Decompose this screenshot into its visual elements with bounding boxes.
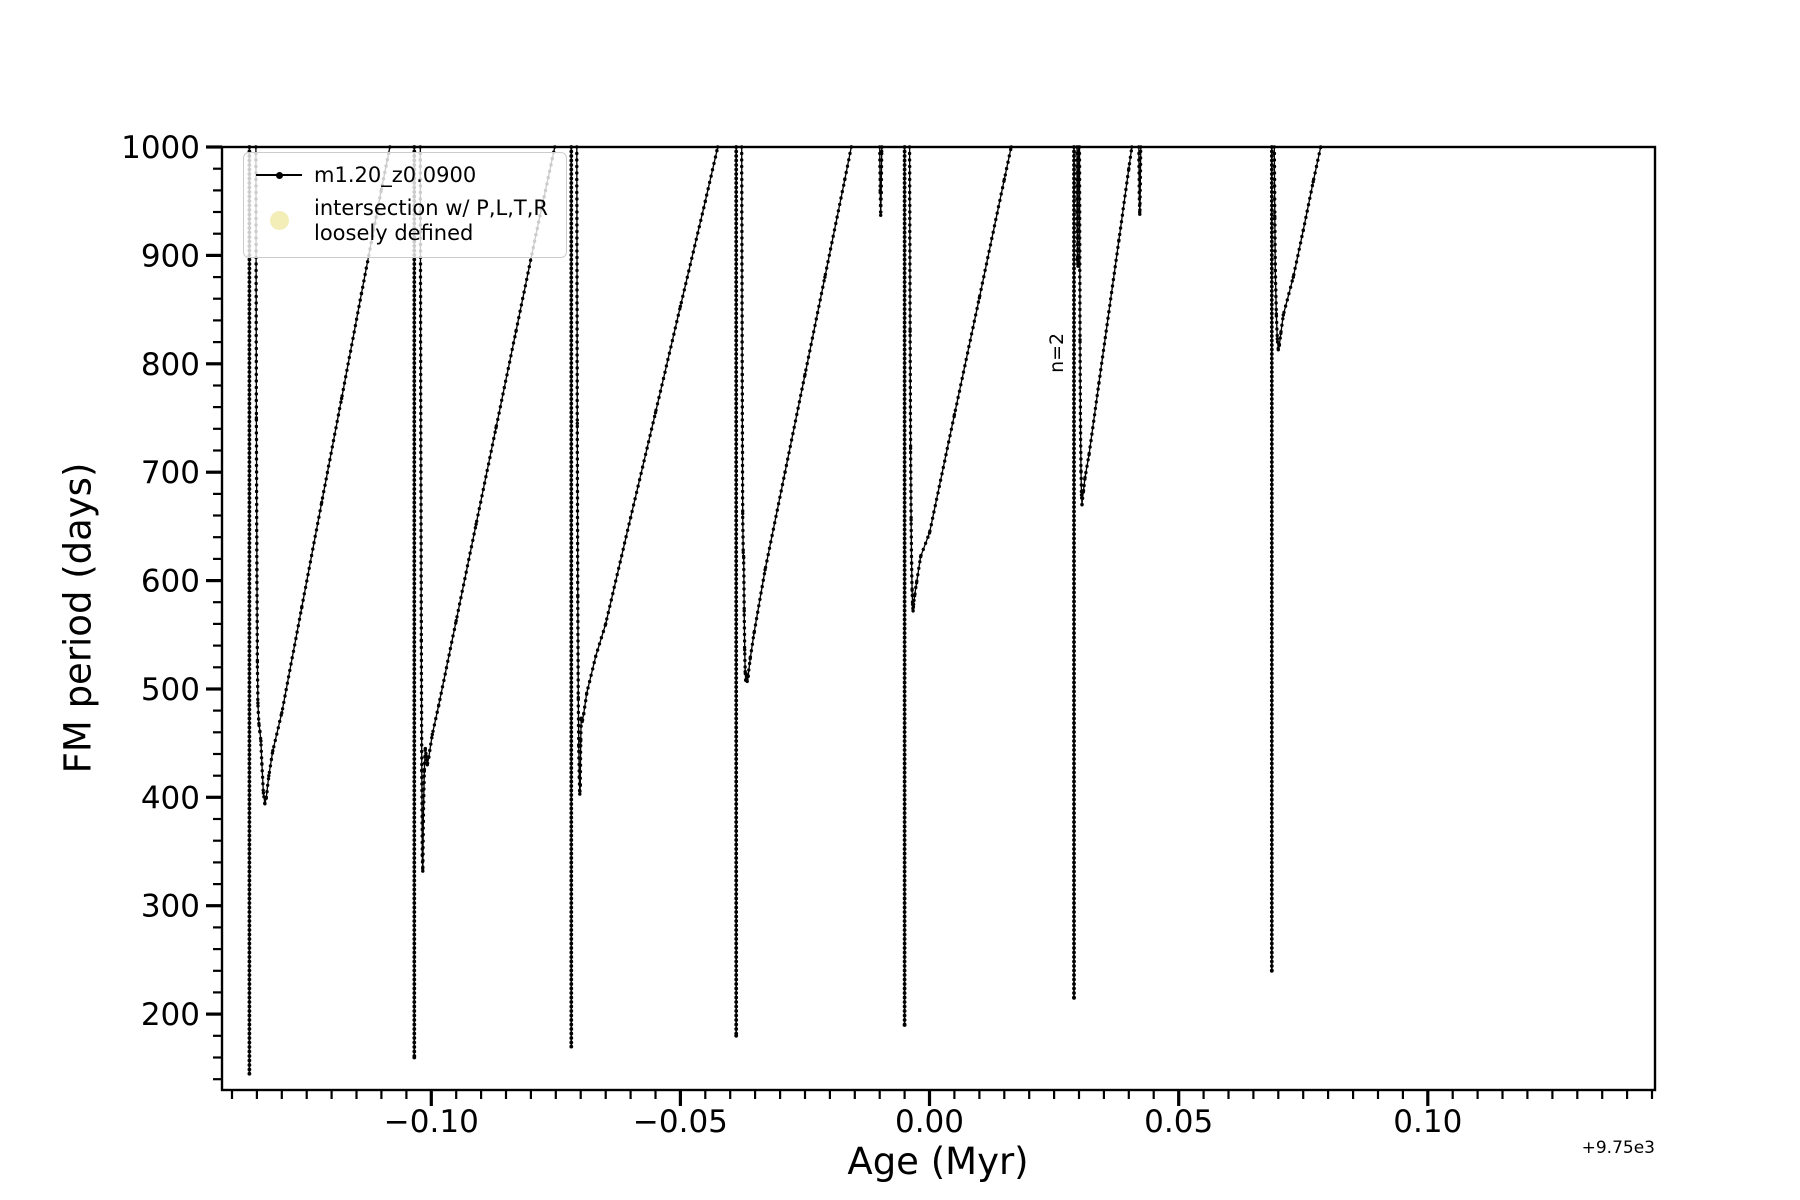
svg-text:400: 400	[141, 780, 200, 816]
x-axis-label: Age (Myr)	[847, 1140, 1029, 1183]
svg-text:1000: 1000	[121, 130, 200, 166]
svg-text:500: 500	[141, 672, 200, 708]
legend-marker-sample	[256, 209, 302, 233]
legend-intersection-label-line2: loosely defined	[314, 220, 474, 245]
svg-text:600: 600	[141, 564, 200, 600]
legend: m1.20_z0.0900 intersection w/ P,L,T,R lo…	[243, 152, 567, 259]
legend-intersection-label-line1: intersection w/ P,L,T,R	[314, 195, 548, 220]
legend-series-label: m1.20_z0.0900	[314, 163, 477, 187]
svg-text:300: 300	[141, 889, 200, 925]
intersection-marker-icon	[269, 211, 289, 231]
svg-text:900: 900	[141, 238, 200, 274]
legend-line-sample	[256, 163, 302, 187]
svg-text:200: 200	[141, 997, 200, 1033]
legend-intersection-label: intersection w/ P,L,T,R loosely defined	[314, 196, 548, 246]
svg-text:−0.05: −0.05	[633, 1104, 728, 1140]
svg-text:n=2: n=2	[1046, 333, 1068, 373]
svg-text:0.10: 0.10	[1393, 1104, 1462, 1140]
svg-text:0.00: 0.00	[895, 1104, 964, 1140]
svg-text:800: 800	[141, 347, 200, 383]
legend-entry-intersection: intersection w/ P,L,T,R loosely defined	[256, 196, 548, 246]
svg-text:−0.10: −0.10	[384, 1104, 479, 1140]
svg-text:700: 700	[141, 455, 200, 491]
svg-text:0.05: 0.05	[1144, 1104, 1213, 1140]
x-axis-offset-label: +9.75e3	[1581, 1138, 1655, 1158]
y-axis-label: FM period (days)	[56, 462, 100, 774]
legend-entry-series: m1.20_z0.0900	[256, 163, 548, 188]
point-marker-icon	[275, 171, 283, 179]
